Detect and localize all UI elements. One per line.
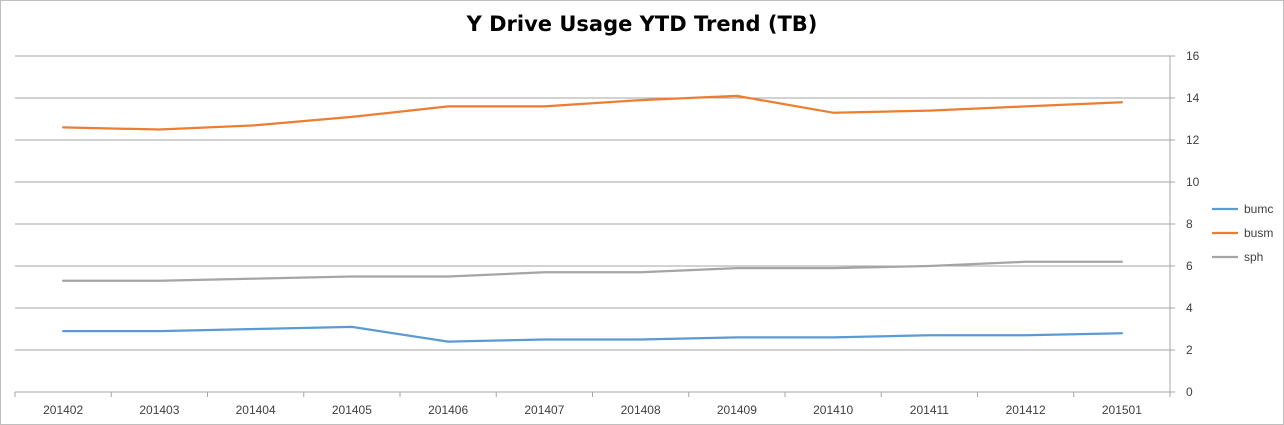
x-tick-label: 201405	[332, 403, 372, 417]
x-tick-label: 201501	[1102, 403, 1142, 417]
y-tick-label: 10	[1186, 175, 1200, 189]
x-tick-label: 201402	[43, 403, 83, 417]
legend-label-bumc: bumc	[1244, 202, 1273, 216]
x-tick-label: 201411	[910, 403, 949, 417]
y-tick-label: 14	[1186, 91, 1200, 105]
y-tick-label: 2	[1186, 343, 1193, 357]
gridlines	[15, 55, 1170, 351]
series-line-busm	[61, 94, 1124, 131]
legend-label-sph: sph	[1244, 250, 1263, 264]
y-tick-label: 8	[1186, 217, 1193, 231]
y-tick-labels: 0 2 4 6 8 10 12 14 16	[1186, 49, 1200, 399]
x-tick-label: 201406	[428, 403, 468, 417]
x-tick-label: 201403	[139, 403, 179, 417]
series-lines	[61, 94, 1124, 343]
series-line-bumc	[61, 325, 1124, 343]
chart-title: Y Drive Usage YTD Trend (TB)	[466, 12, 818, 36]
y-tick-label: 12	[1186, 133, 1200, 147]
legend-label-busm: busm	[1244, 226, 1273, 240]
x-tick-label: 201408	[621, 403, 661, 417]
y-tick-label: 6	[1186, 259, 1193, 273]
y-tick-label: 0	[1186, 385, 1193, 399]
legend: bumc busm sph	[1212, 202, 1273, 264]
axes	[14, 55, 1175, 397]
x-tick-label: 201409	[717, 403, 757, 417]
series-line-sph	[61, 260, 1124, 282]
x-tick-label: 201404	[236, 403, 276, 417]
x-tick-labels: 201402 201403 201404 201405 201406 201407 2014…	[43, 403, 1142, 417]
x-tick-label: 201412	[1006, 403, 1046, 417]
x-tick-label: 201407	[524, 403, 564, 417]
y-tick-label: 4	[1186, 301, 1193, 315]
y-tick-label: 16	[1186, 49, 1200, 63]
x-tick-label: 201410	[813, 403, 853, 417]
